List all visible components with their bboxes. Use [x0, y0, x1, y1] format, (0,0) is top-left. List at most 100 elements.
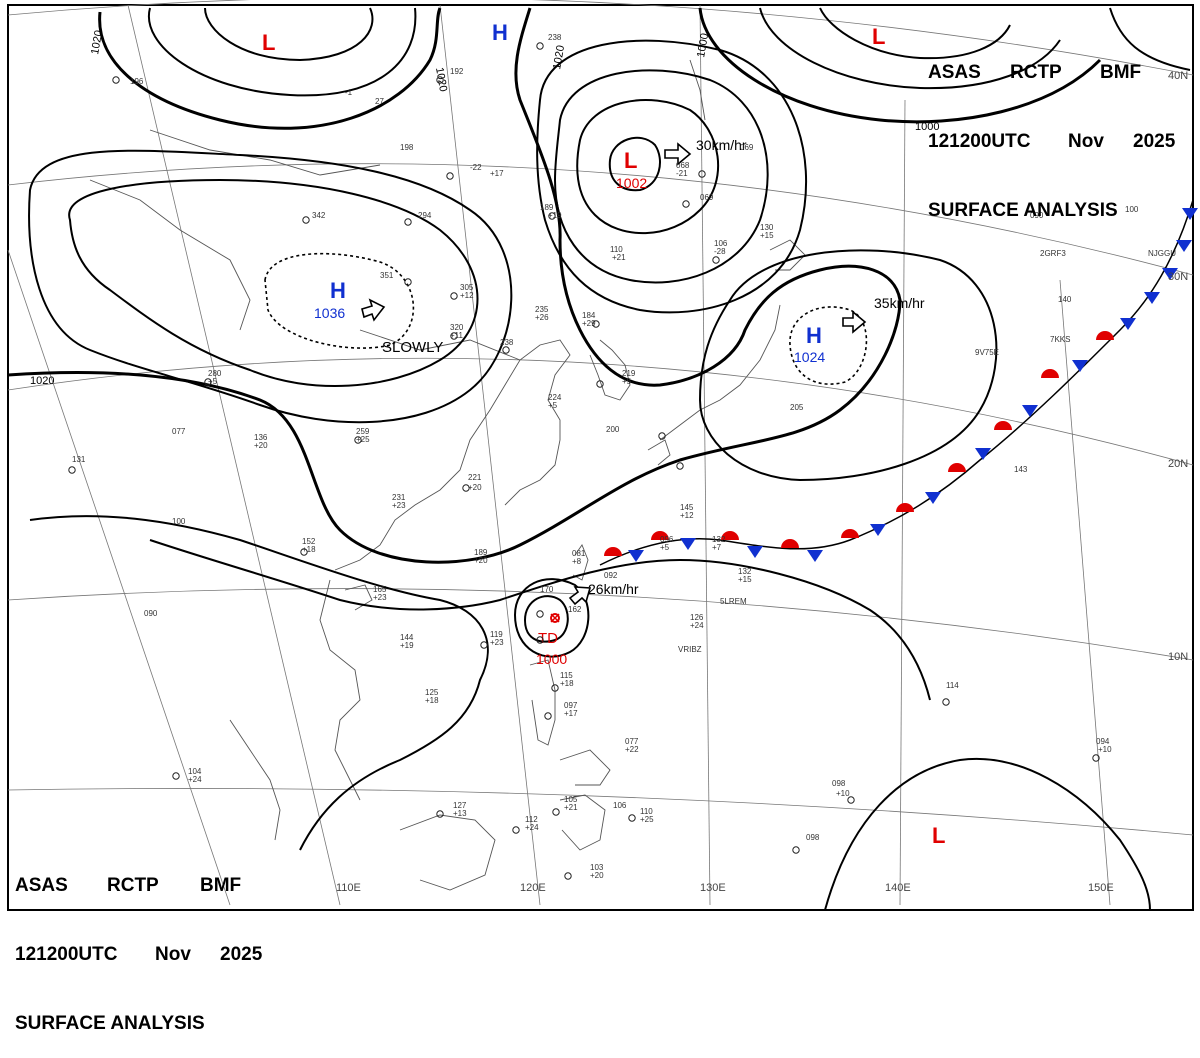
station-value: 27: [375, 97, 384, 106]
lon-label-120e: 120E: [520, 882, 546, 894]
station-value: +20: [474, 556, 488, 565]
meridian-110e: [127, 4, 341, 906]
isobar-low1002-2: [576, 99, 720, 235]
station-value: 119: [490, 630, 503, 639]
center-low-nw: L: [262, 30, 275, 55]
station-circle-icon: [698, 170, 706, 178]
station-value: 097: [564, 701, 578, 710]
lat-labels: 40N 30N 20N 10N: [1168, 70, 1188, 663]
warm-front-semicircle: [781, 539, 799, 548]
station-value: 231: [392, 493, 406, 502]
header-bottom-title: SURFACE ANALYSIS: [15, 1013, 205, 1034]
station-circle-icon: [596, 380, 604, 388]
isobar-ring-north-2: [819, 7, 1011, 60]
lat-label-20n: 20N: [1168, 458, 1188, 470]
header-top-month: Nov: [1068, 131, 1104, 152]
station-value: +24: [188, 775, 202, 784]
coast-japan-honshu: [659, 304, 781, 441]
station-value: 2GRF3: [1040, 249, 1066, 258]
header-top-title: SURFACE ANALYSIS: [928, 200, 1118, 221]
station-circle-icon: [658, 432, 666, 440]
station-value: +21: [612, 253, 626, 262]
station-value: 196: [130, 77, 144, 86]
station-value: 069: [740, 143, 754, 152]
station-circle-icon: [204, 378, 212, 386]
warm-front-semicircle: [604, 547, 622, 556]
coast-mindanao: [559, 794, 606, 851]
station-plots: 196 -1 27 198 192 238 -22 +17 189 +19 342 294 351 305…: [68, 33, 1176, 880]
isobar-td-2: [513, 578, 590, 658]
isobar-low1002-4: [536, 39, 808, 314]
station-value: 305: [460, 283, 474, 292]
isobar-h1036-inner: [68, 178, 479, 387]
parallel-20n: [7, 357, 1194, 466]
station-value: 165: [373, 585, 387, 594]
warm-front-semicircle: [1041, 369, 1059, 378]
station-value: 110: [640, 807, 653, 816]
station-value: 152: [302, 537, 316, 546]
station-value: +18: [560, 679, 574, 688]
station-circle-icon: [712, 256, 720, 264]
td-symbol-icon: [550, 613, 560, 623]
station-circle-icon: [302, 216, 310, 224]
cold-front-triangle: [1144, 292, 1160, 304]
header-bottom-year: 2025: [220, 944, 263, 965]
station-circle-icon: [548, 212, 556, 220]
station-value: +5: [208, 377, 218, 386]
center-values: 1002 1036 1024: [314, 175, 825, 365]
station-value: 219: [622, 369, 636, 378]
cold-front-triangle: [747, 546, 763, 558]
header-top-time: 121200UTC: [928, 131, 1031, 152]
station-value: VRIBZ: [678, 645, 702, 654]
station-value: +25: [356, 435, 370, 444]
isobar-label-1020-nw: 1020: [89, 29, 105, 55]
map-frame: [7, 4, 1194, 911]
station-value: +5: [622, 377, 632, 386]
station-value: 7KKS: [1050, 335, 1070, 344]
coast-indochina: [319, 579, 361, 801]
station-circle-icon: [536, 636, 544, 644]
station-value: 100: [172, 517, 186, 526]
coast-taiwan: [572, 544, 589, 581]
station-circle-icon: [436, 810, 444, 818]
parallel-10n: [7, 588, 1194, 661]
isobar-1020-north: [98, 7, 442, 130]
isobar-low-nw-ring: [204, 7, 374, 62]
motion-label-h1024: 35km/hr: [874, 295, 925, 311]
station-circle-icon: [450, 332, 458, 340]
dashed-highs: [264, 252, 868, 385]
station-circle-icon: [512, 826, 520, 834]
station-circle-icon: [682, 200, 690, 208]
station-circle-icon: [847, 796, 855, 804]
station-value: 094: [1096, 737, 1110, 746]
station-value: 077: [625, 737, 639, 746]
header-bottom-time: 121200UTC: [15, 944, 118, 965]
station-value: -1: [345, 88, 353, 97]
td-value: 1000: [536, 651, 567, 667]
station-value: 192: [450, 67, 464, 76]
coast-borneo: [399, 814, 496, 891]
graticule: [7, 0, 1194, 906]
station-value: 090: [1030, 211, 1044, 220]
coast-sakhalin: [689, 59, 706, 121]
station-value: +17: [564, 709, 578, 718]
center-low-1002: L: [624, 148, 637, 173]
station-circle-icon: [450, 292, 458, 300]
lon-label-110e: 110E: [336, 882, 361, 894]
header-top: ASAS RCTP BMF 121200UTC Nov 2025 SURFACE…: [928, 15, 1175, 245]
station-value: 170: [540, 585, 554, 594]
isobar-td-1: [523, 595, 569, 643]
station-circle-icon: [446, 172, 454, 180]
station-value: 127: [453, 801, 467, 810]
station-circle-icon: [462, 484, 470, 492]
station-value: 098: [806, 833, 820, 842]
station-value: +5: [548, 401, 558, 410]
station-value: 351: [380, 271, 394, 280]
station-value: 112: [525, 815, 538, 824]
station-value: 132: [738, 567, 752, 576]
station-value: +23: [392, 501, 406, 510]
station-circle-icon: [564, 872, 572, 880]
station-circle-icon: [112, 76, 120, 84]
isobar-low1002-3: [553, 69, 769, 284]
meridian-140e: [899, 99, 906, 906]
